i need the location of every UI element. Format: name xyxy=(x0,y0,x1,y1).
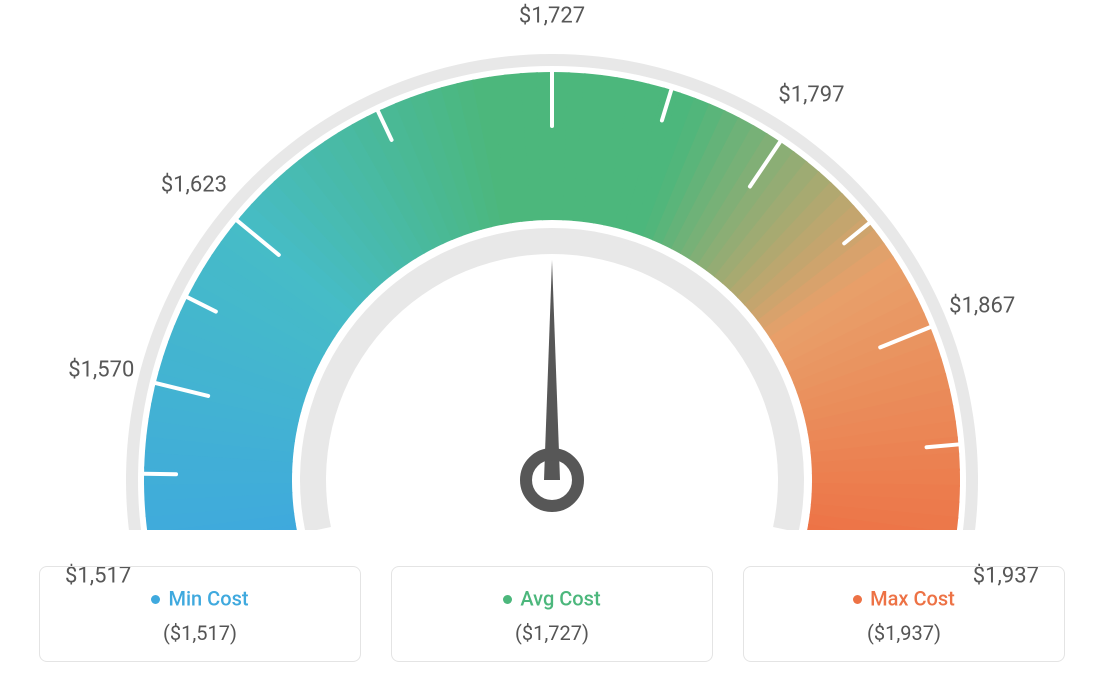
gauge-tick-label: $1,727 xyxy=(519,4,585,29)
max-cost-title: Max Cost xyxy=(744,585,1064,611)
max-cost-card: Max Cost ($1,937) xyxy=(743,566,1065,662)
min-cost-label: Min Cost xyxy=(168,587,248,611)
avg-cost-label: Avg Cost xyxy=(520,587,600,611)
min-cost-card: Min Cost ($1,517) xyxy=(39,566,361,662)
avg-cost-value: ($1,727) xyxy=(392,621,712,645)
min-cost-value: ($1,517) xyxy=(40,621,360,645)
gauge-tick-label: $1,867 xyxy=(949,294,1015,319)
summary-cards: Min Cost ($1,517) Avg Cost ($1,727) Max … xyxy=(0,566,1104,662)
gauge-chart: $1,517$1,570$1,623$1,727$1,797$1,867$1,9… xyxy=(0,0,1104,520)
min-dot-icon xyxy=(151,595,160,604)
gauge-tick-label: $1,797 xyxy=(778,83,844,108)
max-dot-icon xyxy=(853,595,862,604)
avg-cost-card: Avg Cost ($1,727) xyxy=(391,566,713,662)
gauge-svg xyxy=(0,0,1104,530)
max-cost-value: ($1,937) xyxy=(744,621,1064,645)
max-cost-label: Max Cost xyxy=(870,587,955,611)
gauge-tick-label: $1,570 xyxy=(68,357,134,382)
min-cost-title: Min Cost xyxy=(40,585,360,611)
gauge-tick-label: $1,623 xyxy=(161,172,227,197)
avg-cost-title: Avg Cost xyxy=(392,585,712,611)
avg-dot-icon xyxy=(503,595,512,604)
